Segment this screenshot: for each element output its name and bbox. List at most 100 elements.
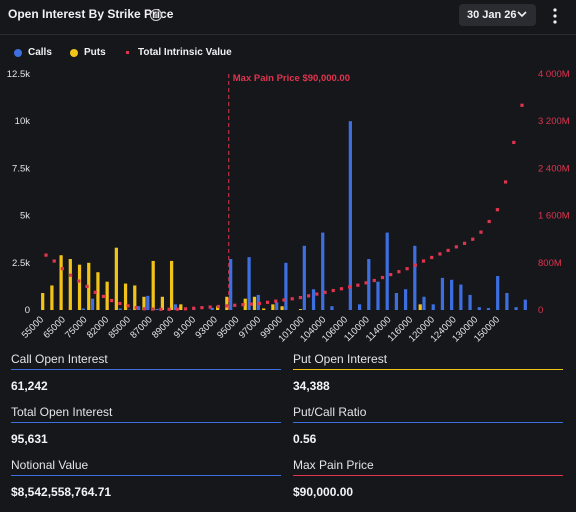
call-bar (450, 279, 454, 310)
call-bar (505, 293, 509, 310)
max-pain-label: Max Pain Price $90,000.00 (233, 73, 350, 84)
call-bar (357, 304, 362, 310)
stat-label: Call Open Interest (11, 352, 108, 366)
intrinsic-marker-icon (126, 51, 129, 54)
right-axis-tick-label: 4 000M (538, 69, 570, 80)
put-bar (271, 304, 275, 310)
call-bar (394, 293, 399, 310)
put-bar (41, 293, 45, 310)
intrinsic-value-point (77, 279, 81, 283)
put-bar (50, 285, 54, 310)
intrinsic-value-point (200, 306, 204, 310)
call-bar (247, 257, 251, 310)
intrinsic-value-point (364, 281, 368, 285)
call-bar (173, 304, 178, 310)
put-bar (280, 306, 284, 310)
put-bar (77, 264, 82, 310)
stat-value: 61,242 (11, 379, 48, 393)
intrinsic-value-point (348, 285, 352, 289)
call-bar (413, 245, 417, 310)
stat-value: 0.56 (293, 432, 317, 446)
intrinsic-value-point (298, 296, 303, 300)
call-bar (330, 306, 334, 310)
left-axis-tick-label: 12.5k (7, 69, 30, 80)
intrinsic-value-point (224, 304, 229, 308)
stat-label: Put Open Interest (293, 352, 388, 366)
intrinsic-value-point (93, 290, 97, 294)
stat-put-oi: Put Open Interest 34,388 (293, 352, 563, 393)
put-bar (123, 283, 128, 310)
x-axis-tick-label: 89000 (150, 314, 176, 340)
intrinsic-value-point (208, 305, 212, 309)
call-bar (376, 281, 380, 310)
x-axis-tick-label: 87000 (128, 314, 154, 340)
intrinsic-value-point (151, 307, 155, 311)
right-axis-tick-label: 800M (538, 258, 562, 269)
left-axis-tick-label: 2.5k (12, 258, 30, 269)
expiry-date-dropdown[interactable]: 30 Jan 26 (459, 4, 536, 26)
x-axis-tick-label: 75000 (63, 314, 89, 340)
intrinsic-value-point (282, 298, 286, 302)
call-bar (348, 121, 352, 310)
stat-underline (293, 369, 563, 370)
call-bar (302, 245, 306, 310)
call-bar (523, 299, 527, 310)
intrinsic-value-point (454, 245, 458, 249)
x-axis-tick-label: 97000 (237, 314, 263, 340)
stat-call-oi: Call Open Interest 61,242 (11, 352, 281, 393)
put-bar (216, 306, 220, 310)
put-bar (179, 304, 183, 310)
call-bar (440, 277, 445, 310)
intrinsic-value-point (183, 307, 188, 311)
more-vertical-icon[interactable] (552, 7, 558, 25)
intrinsic-value-point (126, 304, 130, 308)
intrinsic-value-point (44, 253, 48, 257)
stat-label: Total Open Interest (11, 405, 113, 419)
put-bar (68, 259, 72, 310)
put-bar (151, 260, 155, 310)
call-bar (229, 259, 233, 310)
intrinsic-value-point (142, 307, 147, 311)
stat-underline (11, 475, 281, 476)
open-interest-chart: 0 2.5k 5k 7.5k 10k 12.5k 0 800M 1 600M 2 400M 3 20… (7, 69, 570, 345)
call-bar (385, 232, 389, 310)
call-bar (284, 262, 288, 310)
stat-label: Notional Value (11, 458, 89, 472)
chart-header: Open Interest By Strike Price i 30 Jan 2… (0, 0, 576, 35)
intrinsic-value-point (397, 270, 401, 274)
intrinsic-value-point (192, 306, 196, 310)
intrinsic-value-point (356, 283, 360, 287)
call-bar (486, 308, 491, 310)
intrinsic-value-point (265, 300, 270, 304)
put-bar (252, 296, 257, 310)
intrinsic-value-point (85, 284, 89, 288)
call-bar (431, 304, 435, 310)
x-axis-tick-label: 93000 (193, 314, 219, 340)
x-axis-tick-label: 95000 (215, 314, 241, 340)
left-axis-tick-label: 0 (25, 305, 30, 316)
intrinsic-value-point (446, 248, 450, 253)
call-bar (459, 284, 463, 310)
call-bar (468, 294, 472, 310)
stat-put-call-ratio: Put/Call Ratio 0.56 (293, 405, 563, 446)
intrinsic-value-point (118, 301, 122, 306)
put-bar (225, 296, 229, 310)
stat-underline (293, 422, 563, 423)
intrinsic-value-point (110, 298, 114, 303)
call-bar (136, 306, 141, 310)
call-bar (403, 289, 408, 310)
call-bar (118, 308, 122, 310)
legend-label-calls: Calls (28, 47, 52, 58)
call-bar (311, 289, 316, 310)
calls-dot-icon (14, 49, 22, 57)
stat-value: $90,000.00 (293, 485, 354, 499)
intrinsic-value-point (487, 219, 491, 224)
intrinsic-value-point (380, 275, 385, 280)
intrinsic-value-point (52, 259, 56, 263)
intrinsic-value-point (479, 230, 483, 234)
info-icon[interactable]: i (150, 9, 162, 21)
left-axis-tick-label: 10k (15, 116, 31, 127)
intrinsic-value-point (323, 290, 327, 294)
chevron-down-icon (517, 11, 527, 18)
x-axis-tick-label: 85000 (107, 314, 133, 340)
